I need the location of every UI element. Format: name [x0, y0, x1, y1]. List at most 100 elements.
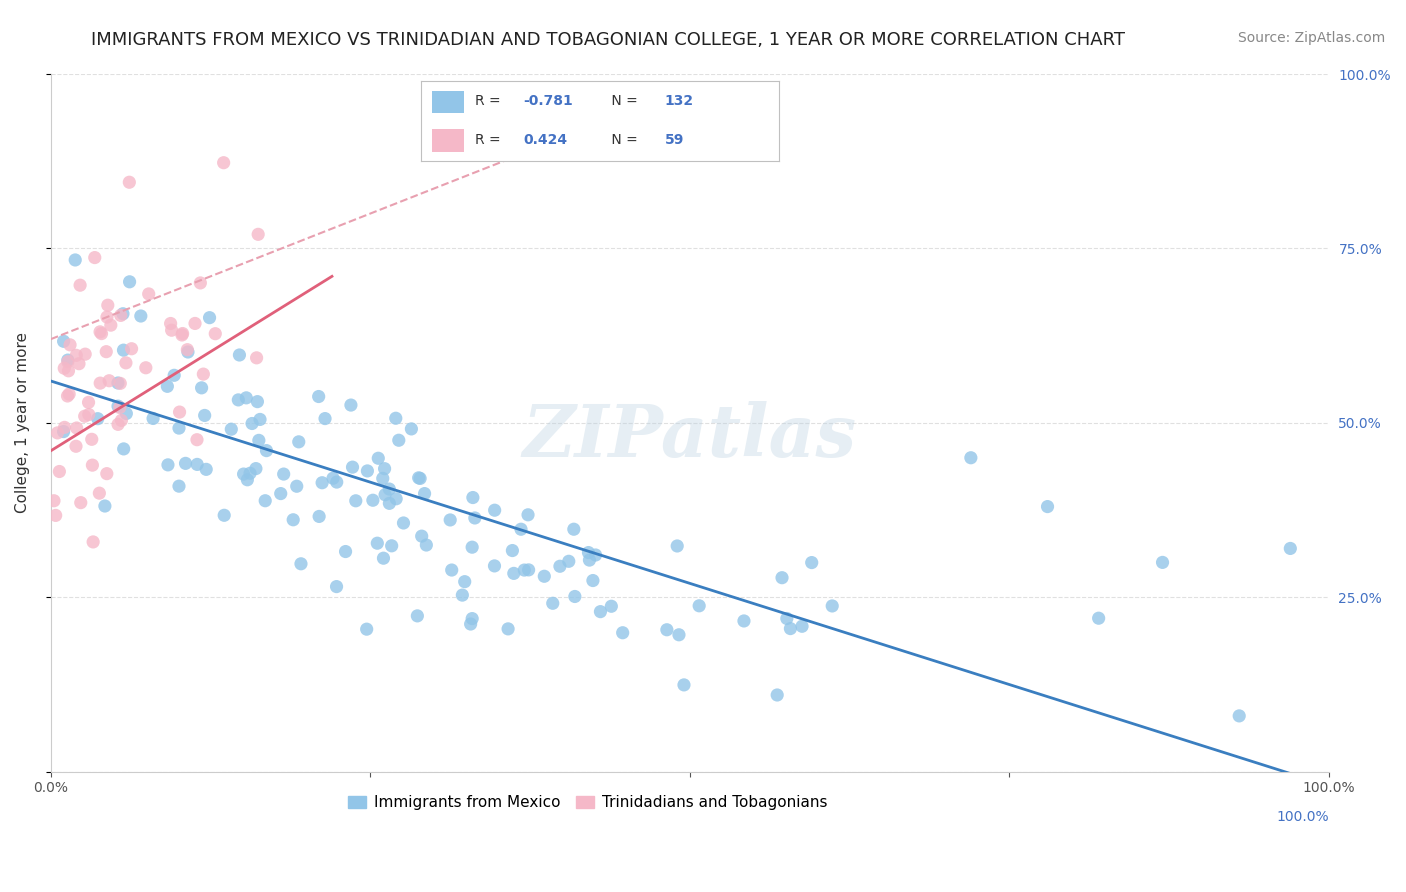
Point [776, 611, 799, 625]
Point [115, 407, 138, 421]
Point [159, 317, 181, 331]
Point [356, 622, 378, 636]
Point [65, 348, 87, 362]
Point [186, 433, 208, 447]
Point [73, 409, 96, 424]
Point [408, 471, 430, 485]
Point [451, 588, 474, 602]
Point [58, 387, 80, 401]
Point [80, 433, 103, 447]
Point [118, 175, 141, 189]
Point [129, 309, 152, 323]
Point [52, 425, 75, 439]
Point [578, 545, 600, 559]
Point [110, 309, 132, 323]
Point [163, 368, 186, 383]
Point [115, 356, 138, 370]
Point [461, 540, 484, 554]
Point [94, 499, 117, 513]
Point [96, 344, 118, 359]
Point [384, 411, 406, 425]
Point [82, 458, 104, 472]
Point [558, 554, 581, 568]
Text: IMMIGRANTS FROM MEXICO VS TRINIDADIAN AND TOBAGONIAN COLLEGE, 1 YEAR OR MORE COR: IMMIGRANTS FROM MEXICO VS TRINIDADIAN AN… [91, 31, 1125, 49]
Point [142, 411, 165, 425]
Point [273, 467, 295, 481]
Point [401, 422, 423, 436]
Point [510, 522, 533, 536]
Point [138, 287, 160, 301]
Point [247, 434, 270, 448]
Point [340, 398, 363, 412]
Point [239, 467, 262, 481]
Point [67, 357, 90, 371]
Point [232, 467, 254, 481]
Point [46, 425, 69, 440]
Point [325, 475, 347, 489]
Point [672, 678, 695, 692]
Point [98, 374, 121, 388]
Point [374, 488, 396, 502]
Point [247, 227, 270, 242]
Point [56, 355, 79, 369]
Point [517, 508, 540, 522]
Point [190, 381, 212, 395]
Point [58, 364, 80, 378]
Text: 100.0%: 100.0% [1277, 810, 1329, 824]
Point [167, 479, 190, 493]
Point [378, 496, 401, 510]
Point [97, 298, 120, 312]
Point [245, 461, 267, 475]
Point [562, 522, 585, 536]
Point [246, 394, 269, 409]
Point [65, 439, 87, 453]
Point [90, 326, 112, 341]
Point [1227, 709, 1250, 723]
Point [77, 408, 100, 422]
Legend: Immigrants from Mexico, Trinidadians and Tobagonians: Immigrants from Mexico, Trinidadians and… [342, 789, 834, 816]
Point [388, 434, 411, 448]
Point [65, 252, 87, 267]
Point [311, 475, 333, 490]
Point [578, 553, 600, 567]
Point [110, 376, 132, 391]
Point [367, 451, 389, 466]
Point [52, 334, 75, 349]
Point [1279, 541, 1302, 556]
Point [585, 548, 607, 562]
Point [541, 596, 564, 610]
Point [361, 493, 384, 508]
Text: Source: ZipAtlas.com: Source: ZipAtlas.com [1237, 31, 1385, 45]
Point [440, 563, 463, 577]
Point [169, 405, 191, 419]
Point [221, 422, 243, 436]
Point [344, 493, 367, 508]
Point [89, 325, 111, 339]
Point [356, 464, 378, 478]
Point [287, 434, 309, 449]
Point [325, 580, 347, 594]
Point [409, 471, 432, 485]
Point [156, 379, 179, 393]
Point [246, 351, 269, 365]
Point [1152, 555, 1174, 569]
Point [821, 599, 844, 613]
Point [790, 619, 813, 633]
Point [111, 307, 134, 321]
Point [172, 326, 194, 341]
Point [688, 599, 710, 613]
Point [270, 486, 292, 500]
Point [548, 559, 571, 574]
Point [56, 353, 79, 368]
Point [501, 543, 523, 558]
Y-axis label: College, 1 year or more: College, 1 year or more [15, 333, 30, 514]
Point [371, 471, 394, 485]
Point [655, 623, 678, 637]
Point [87, 411, 110, 425]
Point [77, 395, 100, 409]
Point [454, 574, 477, 589]
Point [66, 421, 89, 435]
Point [53, 361, 76, 376]
Point [411, 529, 433, 543]
Point [110, 413, 132, 427]
